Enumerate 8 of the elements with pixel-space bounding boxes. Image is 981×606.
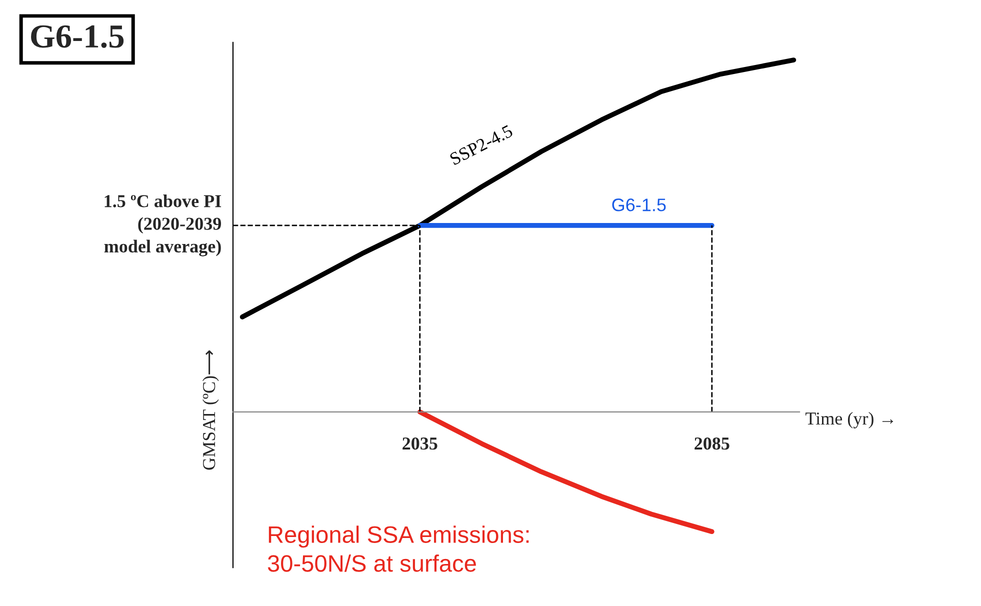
y-axis-title: GMSAT (ºC)⟶ (202, 350, 219, 470)
chart-title: G6-1.5 (31, 25, 124, 48)
ref-line-label: 1.5 ºC above PI (2020-2039 model average) (104, 194, 222, 256)
x-tick-label: 2035 (402, 437, 438, 450)
x-tick-label: 2085 (694, 437, 730, 450)
text: Regional SSA emissions: 30-50N/S at surface (268, 526, 529, 572)
x-axis-title: Time (yr) → (806, 412, 894, 428)
series-label: G6-1.5 (612, 198, 666, 212)
